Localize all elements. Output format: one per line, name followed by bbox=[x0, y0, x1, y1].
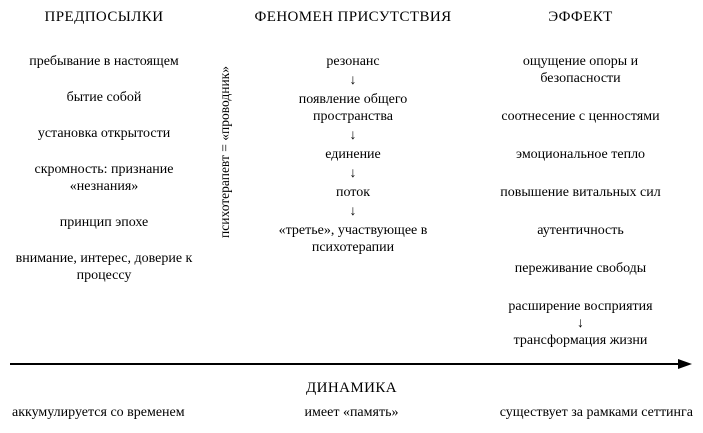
dynamics-item-memory: имеет «память» bbox=[304, 405, 399, 420]
list-item: эмоциональное тепло bbox=[515, 147, 646, 162]
flow-step: единение bbox=[325, 147, 381, 162]
down-arrow-icon: ↓ bbox=[349, 166, 357, 181]
list-item: расширение восприятия bbox=[508, 299, 653, 314]
list-item: аутентичность bbox=[537, 223, 624, 238]
column-header-presence: ФЕНОМЕН ПРИСУТСТВИЯ bbox=[254, 9, 452, 25]
list-item: внимание, интерес, доверие к процессу bbox=[15, 251, 193, 283]
list-item: бытие собой bbox=[66, 90, 142, 105]
column-effect: ЭФФЕКТ ощущение опоры и безопасности соо… bbox=[493, 8, 668, 349]
effect-final-flow: расширение восприятия ↓ трансформация жи… bbox=[508, 298, 652, 349]
therapist-conductor-label: психотерапевт = «проводник» bbox=[217, 66, 232, 238]
column-prerequisites: ПРЕДПОСЫЛКИ пребывание в настоящем бытие… bbox=[8, 8, 200, 284]
flow-step: появление общего пространства bbox=[298, 92, 408, 124]
down-arrow-icon: ↓ bbox=[349, 204, 357, 219]
list-item: повышение витальных сил bbox=[500, 185, 661, 200]
list-item: ощущение опоры и безопасности bbox=[522, 54, 639, 86]
down-arrow-icon: ↓ bbox=[349, 73, 357, 88]
dynamics-item-beyond-setting: существует за рамками сеттинга bbox=[499, 405, 693, 420]
dynamics-axis-arrow bbox=[10, 359, 692, 369]
list-item: соотнесение с ценностями bbox=[501, 109, 660, 124]
column-header-effect: ЭФФЕКТ bbox=[548, 9, 613, 25]
list-item: скромность: признание «незнания» bbox=[34, 162, 174, 194]
column-header-prerequisites: ПРЕДПОСЫЛКИ bbox=[44, 9, 164, 25]
dynamics-item-accumulates: аккумулируется со временем bbox=[12, 405, 185, 420]
flow-step: «третье», участвующее в психотерапии bbox=[278, 223, 428, 255]
column-presence-phenomenon: ФЕНОМЕН ПРИСУТСТВИЯ резонанс ↓ появление… bbox=[255, 8, 452, 256]
list-item: переживание свободы bbox=[514, 261, 647, 276]
flow-step: резонанс bbox=[326, 54, 380, 69]
list-item: пребывание в настоящем bbox=[29, 54, 179, 69]
list-item: трансформация жизни bbox=[513, 333, 648, 348]
flow-step: поток bbox=[335, 185, 371, 200]
arrowhead-icon bbox=[678, 359, 692, 369]
down-arrow-icon: ↓ bbox=[576, 316, 584, 331]
down-arrow-icon: ↓ bbox=[349, 128, 357, 143]
dynamics-title: ДИНАМИКА bbox=[306, 380, 397, 396]
list-item: принцип эпохе bbox=[59, 215, 149, 230]
list-item: установка открытости bbox=[37, 126, 171, 141]
